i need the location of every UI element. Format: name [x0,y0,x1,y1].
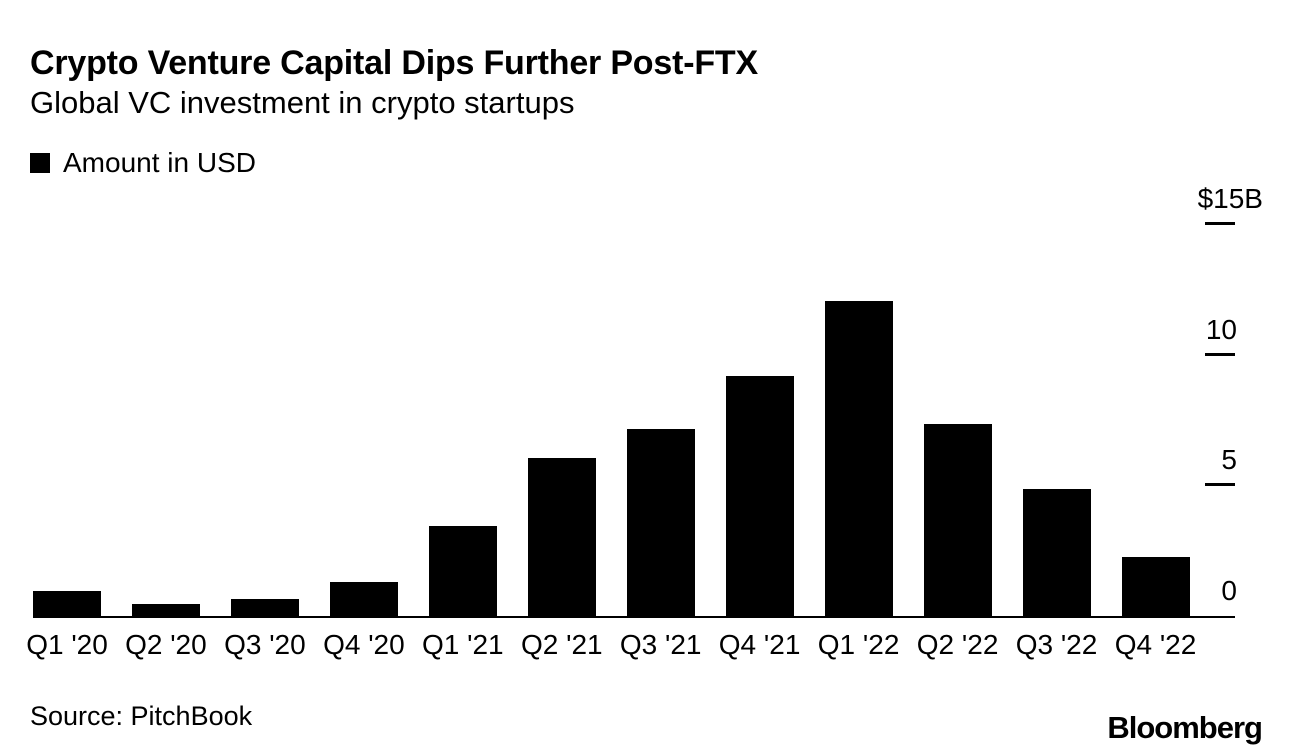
x-axis-label: Q4 '22 [1114,629,1197,660]
x-axis-label: Q1 '22 [817,629,900,660]
bar [230,598,299,617]
x-axis-label: Q2 '21 [520,629,603,660]
bar [824,300,893,617]
y-axis-tick-mark [1205,221,1235,225]
y-axis-tick-mark [1205,483,1235,487]
x-axis-label: Q2 '20 [125,629,207,660]
bar [1022,488,1091,617]
bar [1121,556,1190,617]
y-axis-tick-mark [1205,352,1235,356]
x-axis-label: Q3 '21 [619,629,702,660]
bar [923,423,992,617]
y-axis-tick-label: 5 [1221,444,1237,476]
legend-swatch-icon [30,153,50,173]
x-axis-label: Q1 '21 [421,629,504,660]
legend: Amount in USD [30,147,256,178]
y-axis-tick-label: 0 [1221,575,1237,606]
x-axis-label: Q3 '20 [224,629,306,660]
y-axis-tick-label: $15B [1197,182,1263,214]
bar [33,590,101,617]
legend-label: Amount in USD [63,147,256,178]
x-axis-label: Q4 '21 [718,629,801,660]
x-axis-label: Q4 '20 [323,629,405,660]
x-axis-label: Q2 '22 [916,629,999,660]
bar [527,457,596,617]
bar [131,603,200,617]
bar [725,376,794,617]
chart-subtitle: Global VC investment in crypto startups [30,85,575,120]
x-axis-label: Q3 '22 [1015,629,1098,660]
bar [329,581,398,617]
bar [428,525,497,617]
source-note: Source: PitchBook [30,701,253,731]
bar [626,428,695,617]
x-axis-line [33,616,1235,618]
bloomberg-logo: Bloomberg [1107,710,1263,745]
x-axis-label: Q1 '20 [26,629,108,660]
chart-title: Crypto Venture Capital Dips Further Post… [30,44,758,82]
y-axis-tick-label: 10 [1205,313,1237,345]
